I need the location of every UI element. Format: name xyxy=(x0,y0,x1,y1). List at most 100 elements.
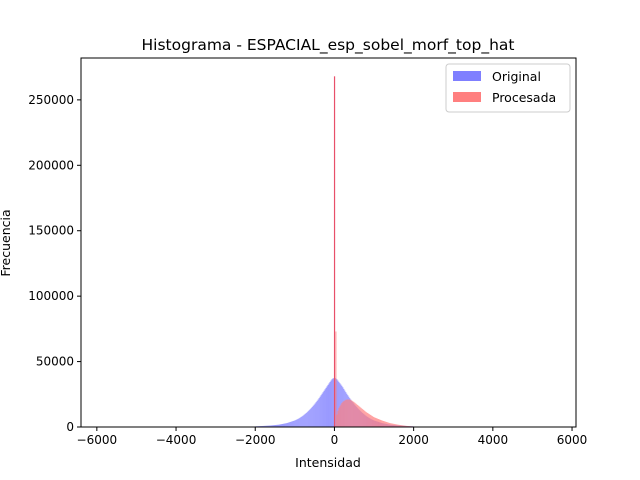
series-procesada-bar-3 xyxy=(337,410,339,427)
series-original-bar-49 xyxy=(303,414,305,427)
series-original-bar-55 xyxy=(309,409,311,427)
series-procesada-bar-45 xyxy=(378,419,380,427)
series-original-bar-67 xyxy=(321,393,323,427)
series-procesada-bar-13 xyxy=(347,399,349,427)
series-original-bar-39 xyxy=(293,420,295,427)
series-original-bar-15 xyxy=(270,425,272,427)
series-procesada-bar-10 xyxy=(344,400,346,427)
series-procesada-bar-14 xyxy=(348,399,350,427)
series-original-bar-8 xyxy=(263,425,265,427)
series-procesada-bar-42 xyxy=(376,418,378,427)
series-procesada-bar-2 xyxy=(336,414,338,427)
series-original-bar-36 xyxy=(290,421,292,427)
series-original-bar-56 xyxy=(310,408,312,427)
series-original-bar-43 xyxy=(297,418,299,427)
series-original-bar-37 xyxy=(291,421,293,427)
series-procesada-bar-8 xyxy=(342,401,344,427)
series-procesada-bar-7 xyxy=(341,402,343,427)
series-procesada-bar-1 xyxy=(335,331,337,427)
series-procesada-bar-12 xyxy=(346,399,348,427)
series-original-bar-20 xyxy=(275,424,277,427)
series-original-bar-38 xyxy=(292,420,294,427)
series-procesada-bar-26 xyxy=(360,407,362,427)
y-tick-label: 250000 xyxy=(28,93,74,107)
series-procesada-bar-21 xyxy=(355,403,357,427)
series-original-bar-12 xyxy=(267,425,269,427)
series-procesada-bar-33 xyxy=(367,412,369,427)
series-procesada-bar-53 xyxy=(386,422,388,427)
y-tick-label: 50000 xyxy=(36,355,74,369)
series-original-bar-63 xyxy=(317,399,319,427)
legend-label-original: Original xyxy=(492,69,541,84)
series-procesada-bar-60 xyxy=(393,423,395,427)
series-procesada-bar-38 xyxy=(372,416,374,427)
y-tick-label: 150000 xyxy=(28,224,74,238)
x-tick-label: −4000 xyxy=(156,433,197,447)
series-original-bar-60 xyxy=(314,403,316,427)
series-original-bar-51 xyxy=(305,413,307,427)
series-procesada-bar-15 xyxy=(349,399,351,427)
series-original-bar-22 xyxy=(277,424,279,427)
series-original-bar-83 xyxy=(337,380,339,427)
series-original-bar-16 xyxy=(271,425,273,427)
series-procesada-bar-17 xyxy=(351,400,353,427)
series-procesada-bar-54 xyxy=(387,422,389,427)
series-original-bar-10 xyxy=(265,425,267,427)
series-original-bar-70 xyxy=(324,389,326,427)
series-original-bar-31 xyxy=(285,423,287,427)
series-original-bar-14 xyxy=(269,425,271,427)
series-original-bar-18 xyxy=(273,425,275,427)
series-original-bar-11 xyxy=(266,425,268,427)
y-tick-label: 0 xyxy=(66,420,74,434)
series-original-bar-24 xyxy=(279,424,280,427)
series-original-bar-73 xyxy=(327,384,329,427)
series-original-bar-32 xyxy=(286,422,288,427)
y-axis-label: Frecuencia xyxy=(0,209,13,276)
series-original-bar-19 xyxy=(274,425,276,427)
chart-title: Histograma - ESPACIAL_esp_sobel_morf_top… xyxy=(142,36,515,55)
series-procesada-bar-72 xyxy=(405,425,407,427)
series-procesada-bar-16 xyxy=(350,399,352,427)
series-procesada-bar-34 xyxy=(368,413,370,427)
y-axis-ticks: 0 50000 100000 150000 200000 250000 xyxy=(28,93,81,434)
series-procesada-bar-56 xyxy=(389,423,391,427)
series-original-bar-69 xyxy=(323,390,325,427)
series-procesada-bar-44 xyxy=(378,419,379,427)
x-tick-label: 6000 xyxy=(557,433,588,447)
y-tick-label: 200000 xyxy=(28,158,74,172)
series-original-bar-21 xyxy=(276,424,278,427)
series-original-bar-28 xyxy=(282,423,284,427)
legend-swatch-procesada xyxy=(453,92,481,102)
series-original-bar-13 xyxy=(268,425,270,427)
series-procesada-bar-40 xyxy=(374,417,376,427)
series-original-bar-52 xyxy=(306,412,308,427)
series-procesada-bar-68 xyxy=(401,425,403,427)
series-procesada-bar-30 xyxy=(364,410,366,427)
series-original-bar-74 xyxy=(328,383,330,427)
x-axis-ticks: −6000 −4000 −2000 0 2000 4000 6000 xyxy=(77,427,588,447)
series-original-bar-76 xyxy=(330,380,332,427)
series-procesada-bar-51 xyxy=(384,421,386,427)
series-original-bar-57 xyxy=(311,406,313,427)
series-procesada-bars xyxy=(333,76,414,427)
series-original-bar-30 xyxy=(284,423,286,427)
series-original-bar-58 xyxy=(312,405,314,427)
series-procesada-bar-36 xyxy=(370,414,372,427)
legend-label-procesada: Procesada xyxy=(492,90,556,105)
x-tick-label: 2000 xyxy=(398,433,429,447)
y-tick-label: 100000 xyxy=(28,289,74,303)
series-original-bar-42 xyxy=(296,419,298,427)
series-procesada-bar-71 xyxy=(404,425,406,427)
series-procesada-bar-69 xyxy=(402,425,404,427)
series-original-bar-48 xyxy=(302,415,304,427)
series-original-bar-77 xyxy=(331,379,333,427)
series-original-bar-9 xyxy=(264,425,266,427)
series-procesada-bar-55 xyxy=(388,422,390,427)
series-procesada-bar-5 xyxy=(339,406,341,427)
series-procesada-bar-35 xyxy=(369,414,371,427)
series-original-bar-53 xyxy=(307,411,309,427)
series-original-bar-64 xyxy=(318,398,320,427)
series-original-bar-47 xyxy=(301,416,303,427)
series-original-bar-50 xyxy=(304,413,306,427)
series-original-bar-46 xyxy=(300,416,302,427)
